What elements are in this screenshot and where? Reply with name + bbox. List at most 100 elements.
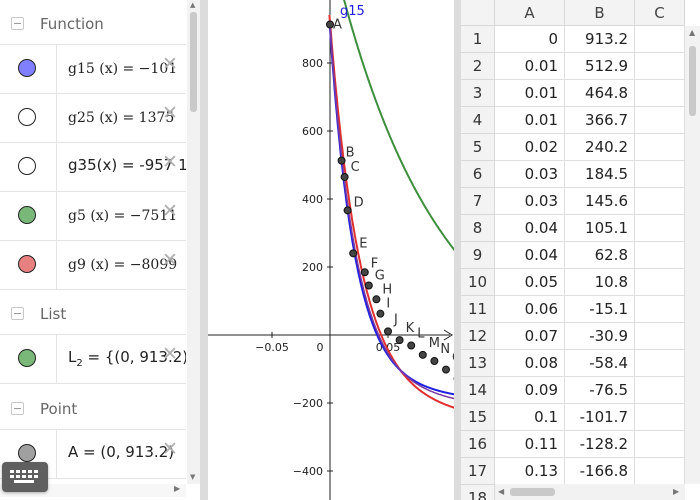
visibility-toggle[interactable]	[18, 206, 36, 224]
function-expression[interactable]: g15 (x) = −101	[68, 61, 178, 77]
table-cell[interactable]: 464.8	[565, 80, 635, 107]
table-cell[interactable]: 0.01	[495, 80, 565, 107]
table-cell[interactable]: 0.01	[495, 107, 565, 134]
section-function[interactable]: Function	[0, 4, 186, 45]
point-D[interactable]	[343, 206, 352, 215]
algebra-row-function[interactable]: g15 (x) = −101 ✕	[0, 45, 186, 94]
visibility-toggle[interactable]	[18, 157, 36, 175]
close-icon[interactable]: ✕	[162, 200, 178, 222]
table-cell[interactable]: 0.02	[495, 134, 565, 161]
table-cell[interactable]: -30.9	[565, 323, 635, 350]
visibility-toggle[interactable]	[18, 444, 36, 462]
section-list[interactable]: List	[0, 294, 186, 335]
table-cell[interactable]: 0.04	[495, 215, 565, 242]
table-cell[interactable]: -101.7	[565, 404, 635, 431]
scroll-left-icon[interactable]: ◀	[498, 487, 505, 496]
scroll-right-icon[interactable]: ▶	[174, 484, 181, 493]
keyboard-icon[interactable]	[2, 462, 48, 492]
table-cell[interactable]	[635, 134, 685, 161]
table-cell[interactable]: 0.05	[495, 269, 565, 296]
list-expression[interactable]: L2 = {(0, 913.2)	[68, 348, 186, 369]
close-icon[interactable]: ✕	[162, 102, 178, 124]
table-cell[interactable]: 0.03	[495, 161, 565, 188]
point-C[interactable]	[340, 172, 349, 181]
table-cell[interactable]	[635, 377, 685, 404]
row-header[interactable]: 14	[461, 377, 495, 404]
point-J[interactable]	[384, 327, 392, 336]
table-cell[interactable]: 105.1	[565, 215, 635, 242]
visibility-toggle[interactable]	[18, 349, 36, 367]
table-cell[interactable]	[635, 458, 685, 485]
collapse-icon[interactable]	[11, 307, 24, 320]
table-cell[interactable]: 913.2	[565, 26, 635, 53]
row-header[interactable]: 12	[461, 323, 495, 350]
collapse-icon[interactable]	[11, 402, 24, 415]
row-header[interactable]: 13	[461, 350, 495, 377]
algebra-row-function[interactable]: g9 (x) = −8099 ✕	[0, 241, 186, 290]
table-cell[interactable]	[635, 242, 685, 269]
table-cell[interactable]: 0.04	[495, 242, 565, 269]
row-header[interactable]: 10	[461, 269, 495, 296]
collapse-icon[interactable]	[11, 17, 24, 30]
point-H[interactable]	[372, 295, 381, 304]
table-cell[interactable]	[635, 53, 685, 80]
table-cell[interactable]	[635, 431, 685, 458]
close-icon[interactable]: ✕	[162, 343, 178, 365]
table-cell[interactable]: -76.5	[565, 377, 635, 404]
table-cell[interactable]: 0.1	[495, 404, 565, 431]
point-expression[interactable]: A = (0, 913.2)	[68, 443, 175, 461]
table-cell[interactable]: 0.01	[495, 53, 565, 80]
scroll-up-icon[interactable]: ▲	[190, 1, 196, 9]
section-point[interactable]: Point	[0, 389, 186, 430]
table-cell[interactable]	[635, 404, 685, 431]
row-header[interactable]: 6	[461, 161, 495, 188]
table-cell[interactable]	[635, 107, 685, 134]
table-cell[interactable]: 62.8	[565, 242, 635, 269]
table-cell[interactable]	[635, 269, 685, 296]
table-cell[interactable]	[635, 26, 685, 53]
table-cell[interactable]	[635, 323, 685, 350]
table-cell[interactable]	[635, 215, 685, 242]
row-header[interactable]: 3	[461, 80, 495, 107]
row-header[interactable]: 2	[461, 53, 495, 80]
row-header[interactable]: 4	[461, 107, 495, 134]
algebra-row-function[interactable]: g25 (x) = 1375 ✕	[0, 94, 186, 143]
table-cell[interactable]: 0.11	[495, 431, 565, 458]
table-cell[interactable]: 0.09	[495, 377, 565, 404]
scroll-right-icon[interactable]: ▶	[673, 487, 680, 496]
point-G[interactable]	[364, 281, 373, 290]
table-cell[interactable]: 240.2	[565, 134, 635, 161]
table-cell[interactable]: -166.8	[565, 458, 635, 485]
close-icon[interactable]: ✕	[162, 53, 178, 75]
column-header[interactable]: C	[635, 0, 685, 26]
row-header[interactable]: 1	[461, 26, 495, 53]
panel-divider[interactable]	[200, 0, 208, 500]
point-F[interactable]	[360, 268, 369, 277]
point-N[interactable]	[430, 357, 439, 366]
table-cell[interactable]	[635, 350, 685, 377]
table-cell[interactable]: 145.6	[565, 188, 635, 215]
table-cell[interactable]	[635, 296, 685, 323]
row-header[interactable]: 7	[461, 188, 495, 215]
close-icon[interactable]: ✕	[162, 438, 178, 460]
table-cell[interactable]	[635, 188, 685, 215]
algebra-row-list[interactable]: L2 = {(0, 913.2) ✕	[0, 335, 186, 384]
table-cell[interactable]: -15.1	[565, 296, 635, 323]
corner-cell[interactable]	[461, 0, 495, 26]
table-cell[interactable]: -58.4	[565, 350, 635, 377]
scrollbar-thumb[interactable]	[689, 46, 696, 116]
row-header[interactable]: 18	[461, 485, 495, 500]
row-header[interactable]: 11	[461, 296, 495, 323]
point-K[interactable]	[395, 336, 404, 345]
panel-divider[interactable]	[454, 0, 461, 500]
table-cell[interactable]: 0.13	[495, 458, 565, 485]
row-header[interactable]: 17	[461, 458, 495, 485]
table-cell[interactable]: 184.5	[565, 161, 635, 188]
point-L[interactable]	[407, 341, 416, 350]
spreadsheet-vscrollbar[interactable]	[685, 26, 700, 484]
point-B[interactable]	[337, 156, 346, 165]
table-cell[interactable]: 512.9	[565, 53, 635, 80]
table-cell[interactable]: 0.08	[495, 350, 565, 377]
column-header[interactable]: A	[495, 0, 565, 26]
table-cell[interactable]	[635, 80, 685, 107]
